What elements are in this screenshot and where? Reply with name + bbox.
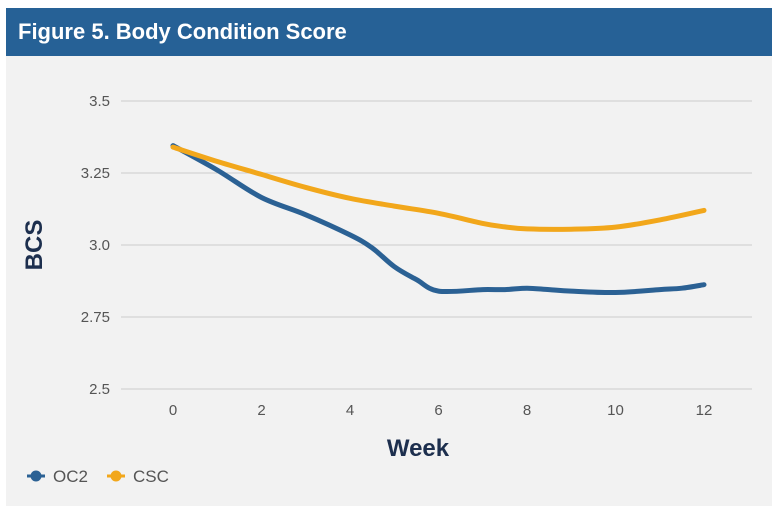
x-axis-title: Week bbox=[387, 435, 450, 462]
legend-label-csc: CSC bbox=[133, 467, 169, 486]
x-tick-label: 4 bbox=[346, 402, 354, 419]
y-tick-label: 3.5 bbox=[89, 93, 110, 110]
y-tick-label: 2.75 bbox=[81, 309, 110, 326]
series-line-csc bbox=[170, 144, 707, 232]
figure-title: Figure 5. Body Condition Score bbox=[6, 8, 772, 56]
x-tick-label: 10 bbox=[607, 402, 624, 419]
x-tick-label: 12 bbox=[696, 402, 713, 419]
x-tick-label: 0 bbox=[169, 402, 177, 419]
x-tick-label: 6 bbox=[434, 402, 442, 419]
x-tick-label: 2 bbox=[257, 402, 265, 419]
y-axis-title: BCS bbox=[21, 220, 48, 271]
legend-label-oc2: OC2 bbox=[53, 467, 88, 486]
legend-marker-csc bbox=[110, 470, 122, 482]
x-tick-label: 8 bbox=[523, 402, 531, 419]
y-tick-label: 3.0 bbox=[89, 237, 110, 254]
legend-marker-oc2 bbox=[30, 470, 42, 482]
series-line-oc2 bbox=[170, 143, 707, 296]
line-chart: 2.5 2.75 3.0 3.25 3.5 0 2 4 6 8 10 12 Week BCS OC2 CSC bbox=[21, 93, 752, 486]
y-tick-label: 2.5 bbox=[89, 381, 110, 398]
figure-panel: Figure 5. Body Condition Score 2.5 2.75 3.… bbox=[6, 8, 772, 506]
y-tick-label: 3.25 bbox=[81, 165, 110, 182]
